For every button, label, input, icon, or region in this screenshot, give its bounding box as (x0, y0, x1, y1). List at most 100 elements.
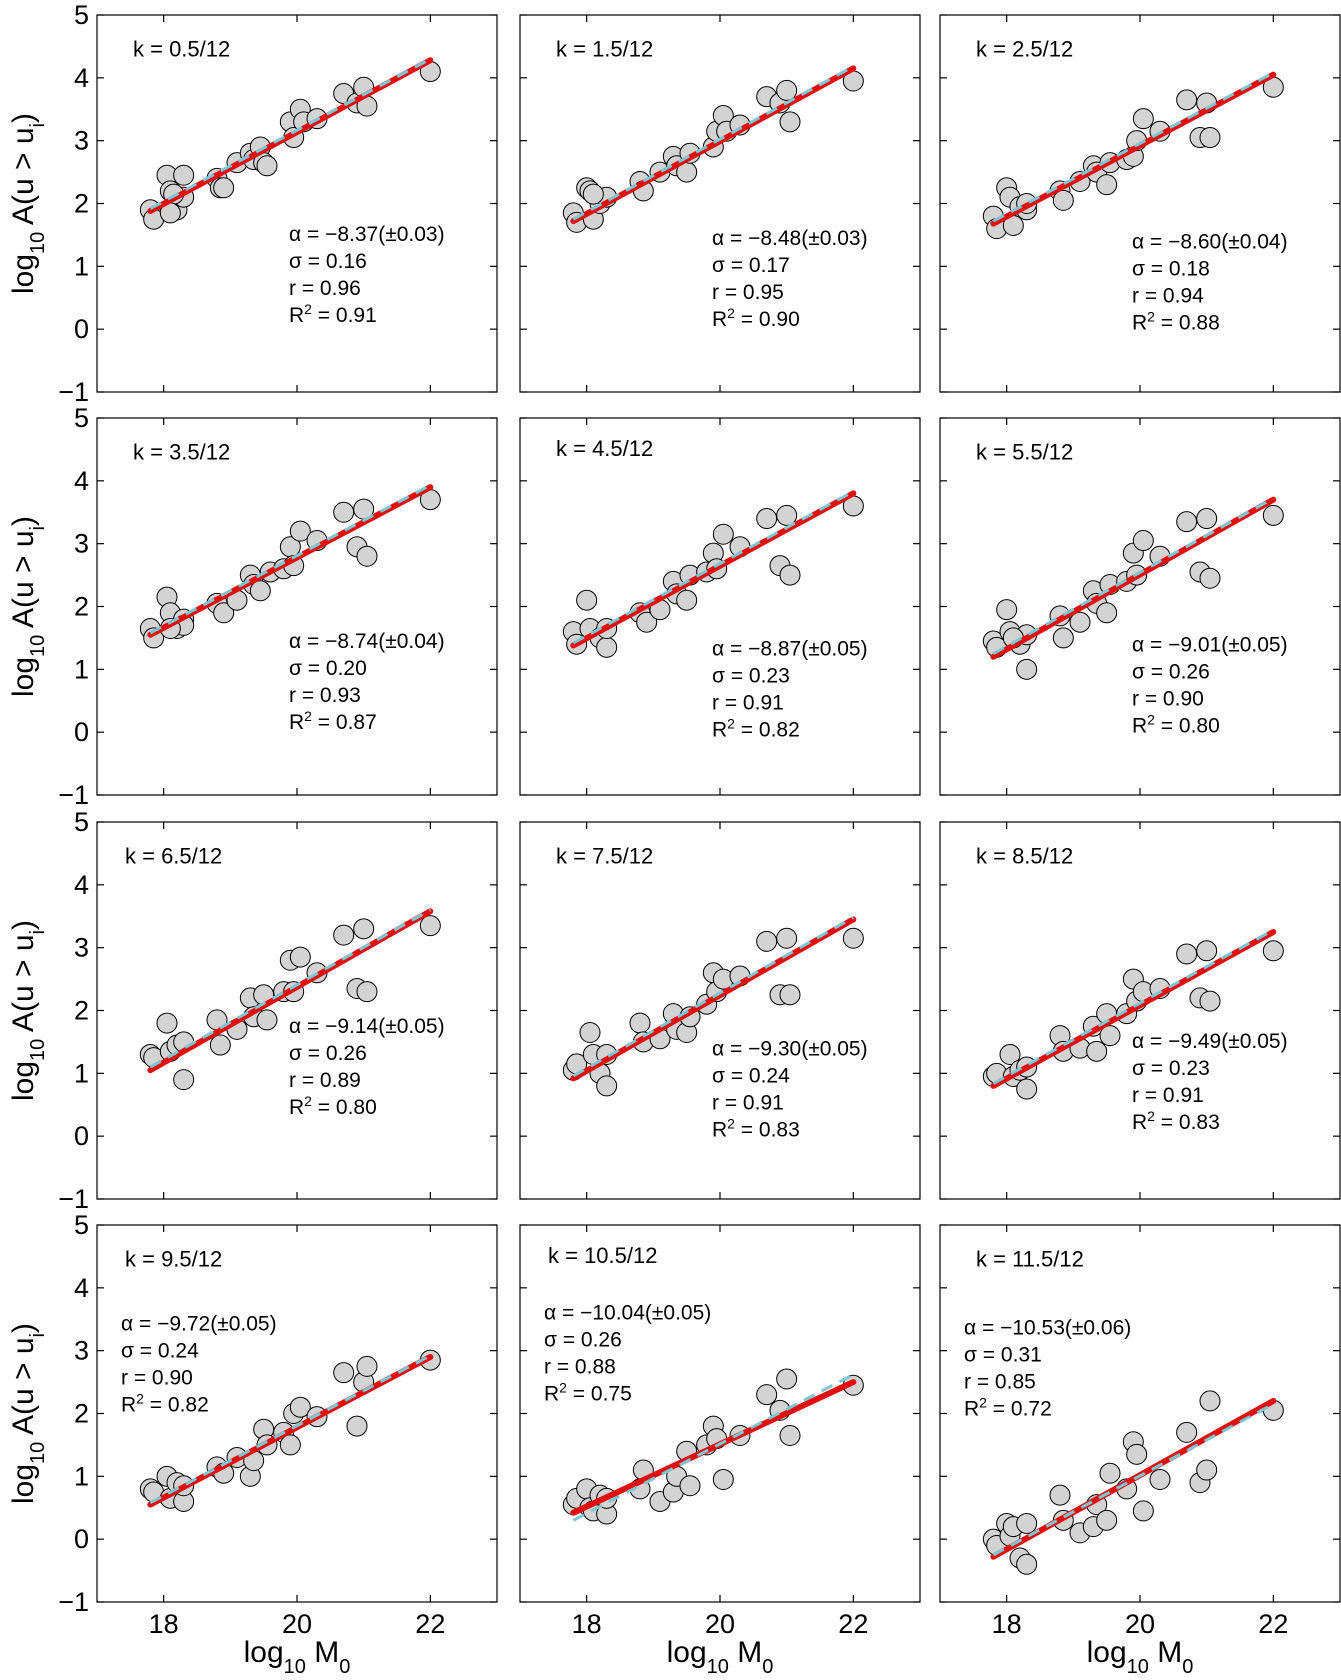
panel-frame (519, 1224, 921, 1603)
y-tick-label: 5 (74, 0, 89, 30)
stat-alpha: α = −8.87(±0.05) (712, 638, 868, 661)
data-point (712, 1468, 734, 1490)
panel-frame (519, 14, 921, 393)
stat-alpha: α = −8.37(±0.03) (289, 223, 445, 246)
y-tick-label: 1 (74, 251, 89, 281)
panel-label: k = 3.5/12 (133, 440, 230, 465)
y-tick-label: 1 (74, 1058, 89, 1088)
x-axis-title: log10 M0 (1087, 1636, 1194, 1675)
panel-label: k = 8.5/12 (976, 844, 1073, 869)
stat-r: r = 0.85 (964, 1370, 1036, 1393)
stat-sigma: σ = 0.24 (121, 1340, 199, 1363)
panel-8: k = 7.5/12 α = −9.30(±0.05) σ = 0.24 r = 0.… (519, 821, 921, 1200)
y-tick-label: 4 (74, 1273, 89, 1303)
stat-r: r = 0.90 (1132, 688, 1204, 711)
stat-r: r = 0.93 (289, 684, 361, 707)
stat-sigma: σ = 0.24 (712, 1065, 790, 1088)
y-tick-label: 2 (74, 996, 89, 1026)
data-point (289, 1396, 311, 1418)
y-axis-title: log10 A(u > ui) (7, 920, 49, 1101)
data-point (779, 564, 801, 586)
reference-line (992, 497, 1275, 655)
data-point (779, 111, 801, 133)
panel-10: 18 20 22 −1 0 1 2 3 4 5 k = 9.5/12 α = −9.72(±0.05)… (58, 1210, 498, 1639)
x-tick-label: 18 (149, 1609, 179, 1639)
data-point (333, 501, 355, 523)
fit-line (990, 928, 1277, 1089)
stat-sigma: σ = 0.26 (1132, 661, 1210, 684)
x-tick-label: 20 (705, 1609, 735, 1639)
data-point (173, 164, 195, 186)
data-point (1132, 108, 1154, 130)
panel-label: k = 5.5/12 (976, 440, 1073, 465)
reference-line (572, 490, 855, 645)
stat-alpha: α = −9.30(±0.05) (712, 1038, 868, 1061)
panel-frame (96, 417, 498, 796)
panel-1: −1 0 1 2 3 4 5 k = 0.5/12 α = −8.37(±0.03) σ = 0.… (58, 0, 498, 407)
y-tick-label: 0 (74, 1121, 89, 1151)
data-point (356, 1355, 378, 1377)
data-point (996, 599, 1018, 621)
data-point (213, 177, 235, 199)
data-point (1176, 1421, 1198, 1443)
y-tick-label: 1 (74, 654, 89, 684)
stat-sigma: σ = 0.16 (289, 250, 367, 273)
stat-r: r = 0.88 (544, 1355, 616, 1378)
fit-line (570, 1379, 857, 1516)
y-tick-label: 3 (74, 1336, 89, 1366)
y-tick-label: 2 (74, 189, 89, 219)
data-point (1099, 1462, 1121, 1484)
stat-r: r = 0.89 (289, 1069, 361, 1092)
data-point (1052, 189, 1074, 211)
data-point (356, 981, 378, 1003)
stat-alpha: α = −10.53(±0.06) (964, 1316, 1131, 1339)
reference-line (572, 916, 855, 1078)
data-point (1016, 1078, 1038, 1100)
stat-r2: R2 = 0.91 (289, 301, 377, 327)
data-point (776, 79, 798, 101)
data-point (213, 602, 235, 624)
data-point (629, 1012, 651, 1034)
stat-r2: R2 = 0.83 (712, 1116, 800, 1142)
stat-r: r = 0.94 (1132, 285, 1204, 308)
y-tick-label: 4 (74, 870, 89, 900)
data-point (1132, 1500, 1154, 1522)
panel-label: k = 10.5/12 (548, 1243, 657, 1268)
reference-line (992, 1402, 1275, 1557)
y-tick-label: −1 (58, 377, 89, 407)
x-tick-label: 20 (1125, 1609, 1155, 1639)
y-tick-label: 4 (74, 466, 89, 496)
data-point (256, 155, 278, 177)
stat-r2: R2 = 0.72 (964, 1394, 1052, 1420)
y-axis-title: log10 A(u > ui) (7, 113, 49, 294)
data-point (636, 611, 658, 633)
data-point (289, 946, 311, 968)
y-tick-label: 4 (74, 63, 89, 93)
data-point (356, 545, 378, 567)
y-tick-label: −1 (58, 1184, 89, 1214)
data-point (676, 589, 698, 611)
panel-label: k = 4.5/12 (556, 436, 653, 461)
y-tick-label: −1 (58, 1587, 89, 1617)
panel-label: k = 0.5/12 (133, 37, 230, 62)
data-point (842, 927, 864, 949)
panel-4: −1 0 1 2 3 4 5 k = 3.5/12 α = −8.74(±0.04) σ = 0.… (58, 403, 498, 810)
panel-frame (939, 14, 1341, 393)
data-point (289, 520, 311, 542)
x-tick-label: 22 (838, 1609, 868, 1639)
stat-sigma: σ = 0.26 (289, 1042, 367, 1065)
y-tick-label: 0 (74, 314, 89, 344)
data-point (1199, 567, 1221, 589)
data-point (712, 523, 734, 545)
reference-line (149, 57, 432, 210)
data-point (1176, 943, 1198, 965)
data-point (776, 504, 798, 526)
panel-label: k = 11.5/12 (976, 1247, 1084, 1272)
y-tick-label: 0 (74, 1524, 89, 1554)
panel-2: k = 1.5/12 α = −8.48(±0.03) σ = 0.17 r = 0.… (519, 14, 921, 393)
data-point (1049, 1484, 1071, 1506)
x-tick-label: 18 (992, 1609, 1022, 1639)
data-point (1176, 511, 1198, 533)
y-tick-label: 5 (74, 403, 89, 433)
